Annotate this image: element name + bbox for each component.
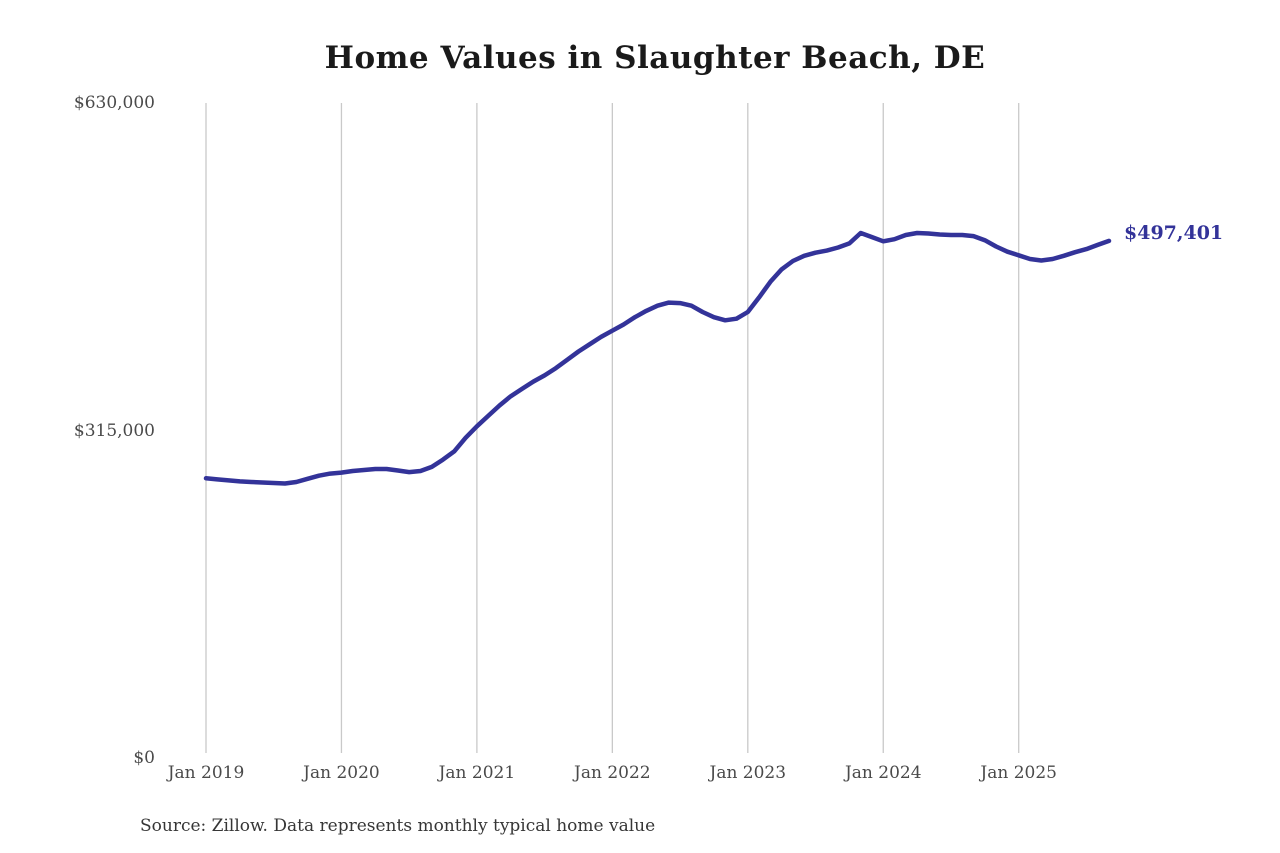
y-axis-label: $315,000 [73,420,155,441]
x-axis-label: Jan 2022 [574,763,651,783]
current-value-label: $497,401 [1124,222,1224,244]
source-note: Source: Zillow. Data represents monthly … [140,816,656,836]
x-axis-label: Jan 2024 [844,763,922,783]
x-axis-label: Jan 2020 [303,763,380,783]
y-axis-label: $630,000 [73,93,155,113]
home-value-line [203,230,1112,486]
x-axis-label: Jan 2023 [709,763,787,783]
x-axis-label: Jan 2019 [167,763,245,783]
y-axis-label: $0 [133,748,155,768]
x-axis-label: Jan 2025 [980,763,1057,783]
x-axis-label: Jan 2021 [438,763,516,783]
chart-title: Home Values in Slaughter Beach, DE [324,40,986,76]
